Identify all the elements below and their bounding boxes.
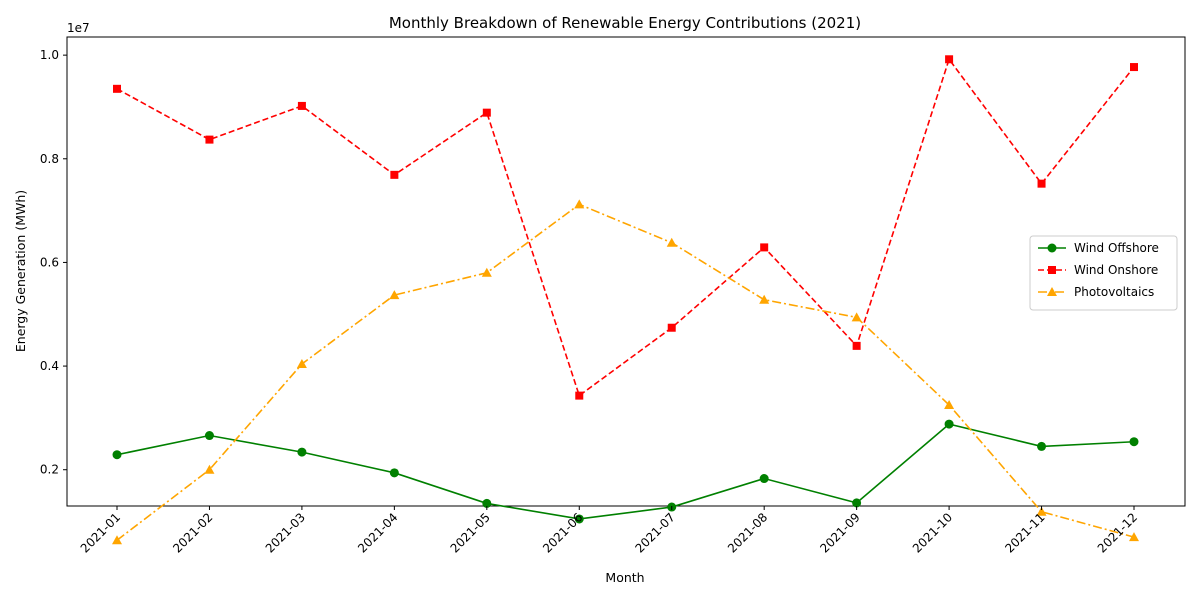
y-axis-scale-note: 1e7	[67, 21, 90, 35]
wind-onshore-point	[1130, 63, 1138, 72]
y-tick-label: 0.6	[40, 255, 59, 269]
wind-offshore-point	[759, 474, 769, 484]
photovoltaics-point	[1129, 532, 1139, 542]
photovoltaics-point	[481, 267, 492, 277]
x-axis-label: Month	[605, 570, 644, 585]
photovoltaics-point	[944, 399, 955, 409]
series-photovoltaics	[112, 199, 1139, 545]
photovoltaics-point	[296, 359, 307, 369]
photovoltaics-point	[112, 535, 122, 545]
plot-area	[66, 36, 1186, 507]
legend-marker	[1047, 287, 1057, 296]
plot-frame	[66, 36, 1186, 507]
wind-onshore-point	[575, 391, 584, 400]
wind-offshore-point	[1037, 441, 1047, 451]
wind-onshore-point	[113, 84, 121, 93]
y-tick-label: 0.4	[40, 359, 59, 373]
wind-offshore-point	[204, 431, 214, 441]
series-wind-onshore	[113, 55, 1138, 400]
photovoltaics-point	[1036, 506, 1047, 516]
wind-onshore-point	[482, 108, 491, 117]
legend-box	[1029, 235, 1178, 311]
legend-marker	[1048, 266, 1056, 274]
wind-onshore-point	[297, 101, 306, 110]
y-tick-label: 0.8	[40, 152, 59, 166]
photovoltaics-line	[116, 203, 1135, 541]
wind-onshore-point	[1037, 179, 1046, 188]
y-tick-label: 1.0	[40, 48, 59, 62]
legend-label: Wind Offshore	[1074, 241, 1159, 255]
y-axis-label: Energy Generation (MWh)	[13, 190, 28, 352]
photovoltaics-point	[666, 237, 677, 247]
chart-title: Monthly Breakdown of Renewable Energy Co…	[389, 14, 861, 32]
legend-label: Photovoltaics	[1074, 285, 1154, 299]
wind-offshore-point	[389, 468, 399, 478]
wind-onshore-line	[116, 57, 1135, 397]
photovoltaics-point	[574, 199, 585, 209]
photovoltaics-point	[759, 294, 770, 304]
wind-offshore-point	[482, 498, 492, 508]
wind-onshore-point	[760, 243, 769, 252]
wind-onshore-point	[945, 55, 954, 64]
y-axis: 0.2 0.4 0.6 0.8 1.0	[40, 48, 67, 477]
legend: Wind Offshore Wind Onshore Photovoltaics	[1029, 235, 1178, 311]
photovoltaics-point	[851, 312, 862, 322]
wind-onshore-point	[205, 135, 214, 144]
legend-marker	[1047, 243, 1057, 253]
legend-entry-photovoltaics: Photovoltaics	[1038, 285, 1154, 299]
photovoltaics-point	[204, 464, 215, 474]
wind-onshore-point	[852, 341, 861, 350]
wind-offshore-point	[297, 447, 307, 457]
wind-offshore-point	[574, 514, 584, 524]
wind-offshore-point	[112, 450, 122, 460]
wind-onshore-point	[390, 170, 399, 179]
legend-label: Wind Onshore	[1074, 263, 1158, 277]
wind-offshore-point	[852, 498, 862, 508]
y-tick-label: 0.2	[40, 463, 59, 477]
photovoltaics-point	[389, 290, 400, 300]
legend-entry-wind-onshore: Wind Onshore	[1038, 263, 1158, 277]
wind-onshore-point	[667, 323, 676, 332]
wind-offshore-point	[944, 419, 954, 429]
wind-offshore-line	[116, 423, 1135, 520]
legend-entry-wind-offshore: Wind Offshore	[1038, 241, 1159, 255]
wind-offshore-point	[1129, 437, 1139, 447]
